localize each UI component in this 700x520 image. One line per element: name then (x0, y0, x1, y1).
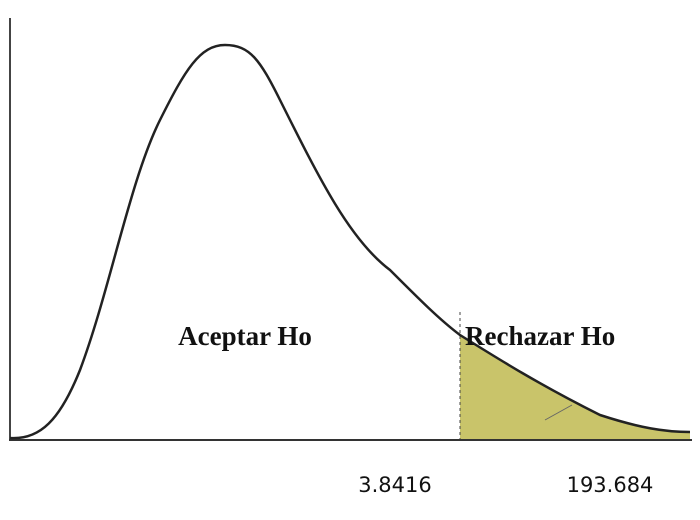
accept-label: Aceptar Ho (178, 321, 312, 351)
area-mark (544, 404, 573, 421)
reject-label: Rechazar Ho (465, 321, 615, 351)
rejection-area (460, 335, 690, 440)
statistic-value: 193.684 (567, 473, 654, 497)
critical-value: 3.8416 (358, 473, 431, 497)
density-curve (9, 43, 691, 440)
